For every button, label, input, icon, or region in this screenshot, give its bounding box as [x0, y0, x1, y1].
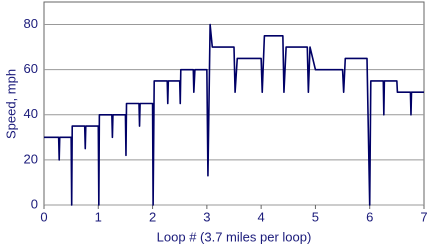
x-tick-label: 2: [149, 209, 156, 224]
x-tick-label: 4: [258, 209, 265, 224]
line-series: [44, 23, 424, 206]
x-tick-label: 3: [203, 209, 210, 224]
x-axis-label: Loop # (3.7 miles per loop): [157, 229, 312, 244]
y-tick-label: 20: [24, 151, 38, 166]
x-tick-label: 6: [366, 209, 373, 224]
x-tick-label: 5: [312, 209, 319, 224]
y-tick-label: 40: [24, 106, 38, 121]
y-tick-label: 0: [31, 196, 38, 211]
y-tick-label: 60: [24, 61, 38, 76]
y-axis-label: Speed, mph: [3, 69, 18, 139]
plot-area: [43, 1, 425, 206]
y-tick-label: 80: [24, 16, 38, 31]
x-tick-label: 1: [95, 209, 102, 224]
x-tick-label: 0: [40, 209, 47, 224]
x-tick-label: 7: [420, 209, 427, 224]
